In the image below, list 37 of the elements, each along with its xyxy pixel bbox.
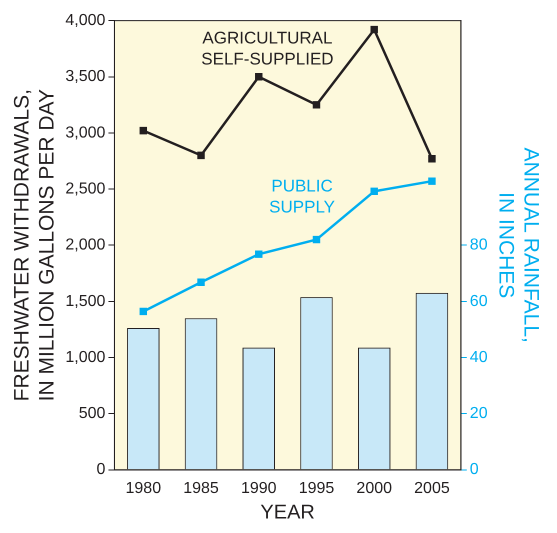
y-tick-label: 0 — [96, 461, 106, 478]
series-label: PUBLIC SUPPLY — [269, 176, 335, 216]
y-axis-title: FRESHWATER WITHDRAWALS, IN MILLION GALLONS PER DAY — [10, 89, 59, 402]
y-tick-label: 2,500 — [65, 180, 106, 198]
y-tick-label: 1,000 — [65, 348, 106, 366]
point — [255, 250, 262, 258]
y2-tick-label: 0 — [470, 461, 479, 478]
y-tick-label: 1,500 — [65, 292, 106, 310]
x-axis-title: YEAR — [260, 502, 315, 524]
x-tick-label: 1985 — [183, 480, 219, 497]
y2-tick-label: 40 — [470, 348, 488, 366]
point — [370, 188, 378, 196]
point — [312, 101, 320, 109]
y-tick-label: 3,000 — [65, 124, 106, 142]
point — [140, 126, 148, 134]
point — [197, 152, 205, 160]
x-tick-label: 1990 — [240, 480, 277, 497]
x-tick-label: 1980 — [126, 480, 162, 497]
point — [255, 73, 262, 80]
y-tick-label: 2,000 — [65, 236, 106, 254]
x-tick-label: 1995 — [298, 480, 334, 497]
y-tick-label: 4,000 — [65, 12, 106, 30]
point — [428, 177, 436, 185]
point — [140, 308, 148, 316]
series-label: AGRICULTURAL SELF-SUPPLIED — [201, 28, 334, 68]
y2-tick-label: 60 — [470, 292, 488, 310]
point — [370, 26, 378, 34]
point — [197, 278, 205, 286]
y2-tick-label: 20 — [470, 405, 488, 422]
x-tick-label: 2000 — [356, 480, 392, 497]
point — [428, 155, 436, 162]
y2-axis-title: ANNUAL RAINFALL, IN INCHES — [494, 148, 543, 343]
y2-tick-label: 80 — [470, 236, 488, 254]
point — [312, 236, 320, 244]
y-tick-label: 500 — [78, 405, 106, 422]
y-tick-label: 3,500 — [65, 68, 106, 86]
x-tick-label: 2005 — [414, 480, 450, 497]
